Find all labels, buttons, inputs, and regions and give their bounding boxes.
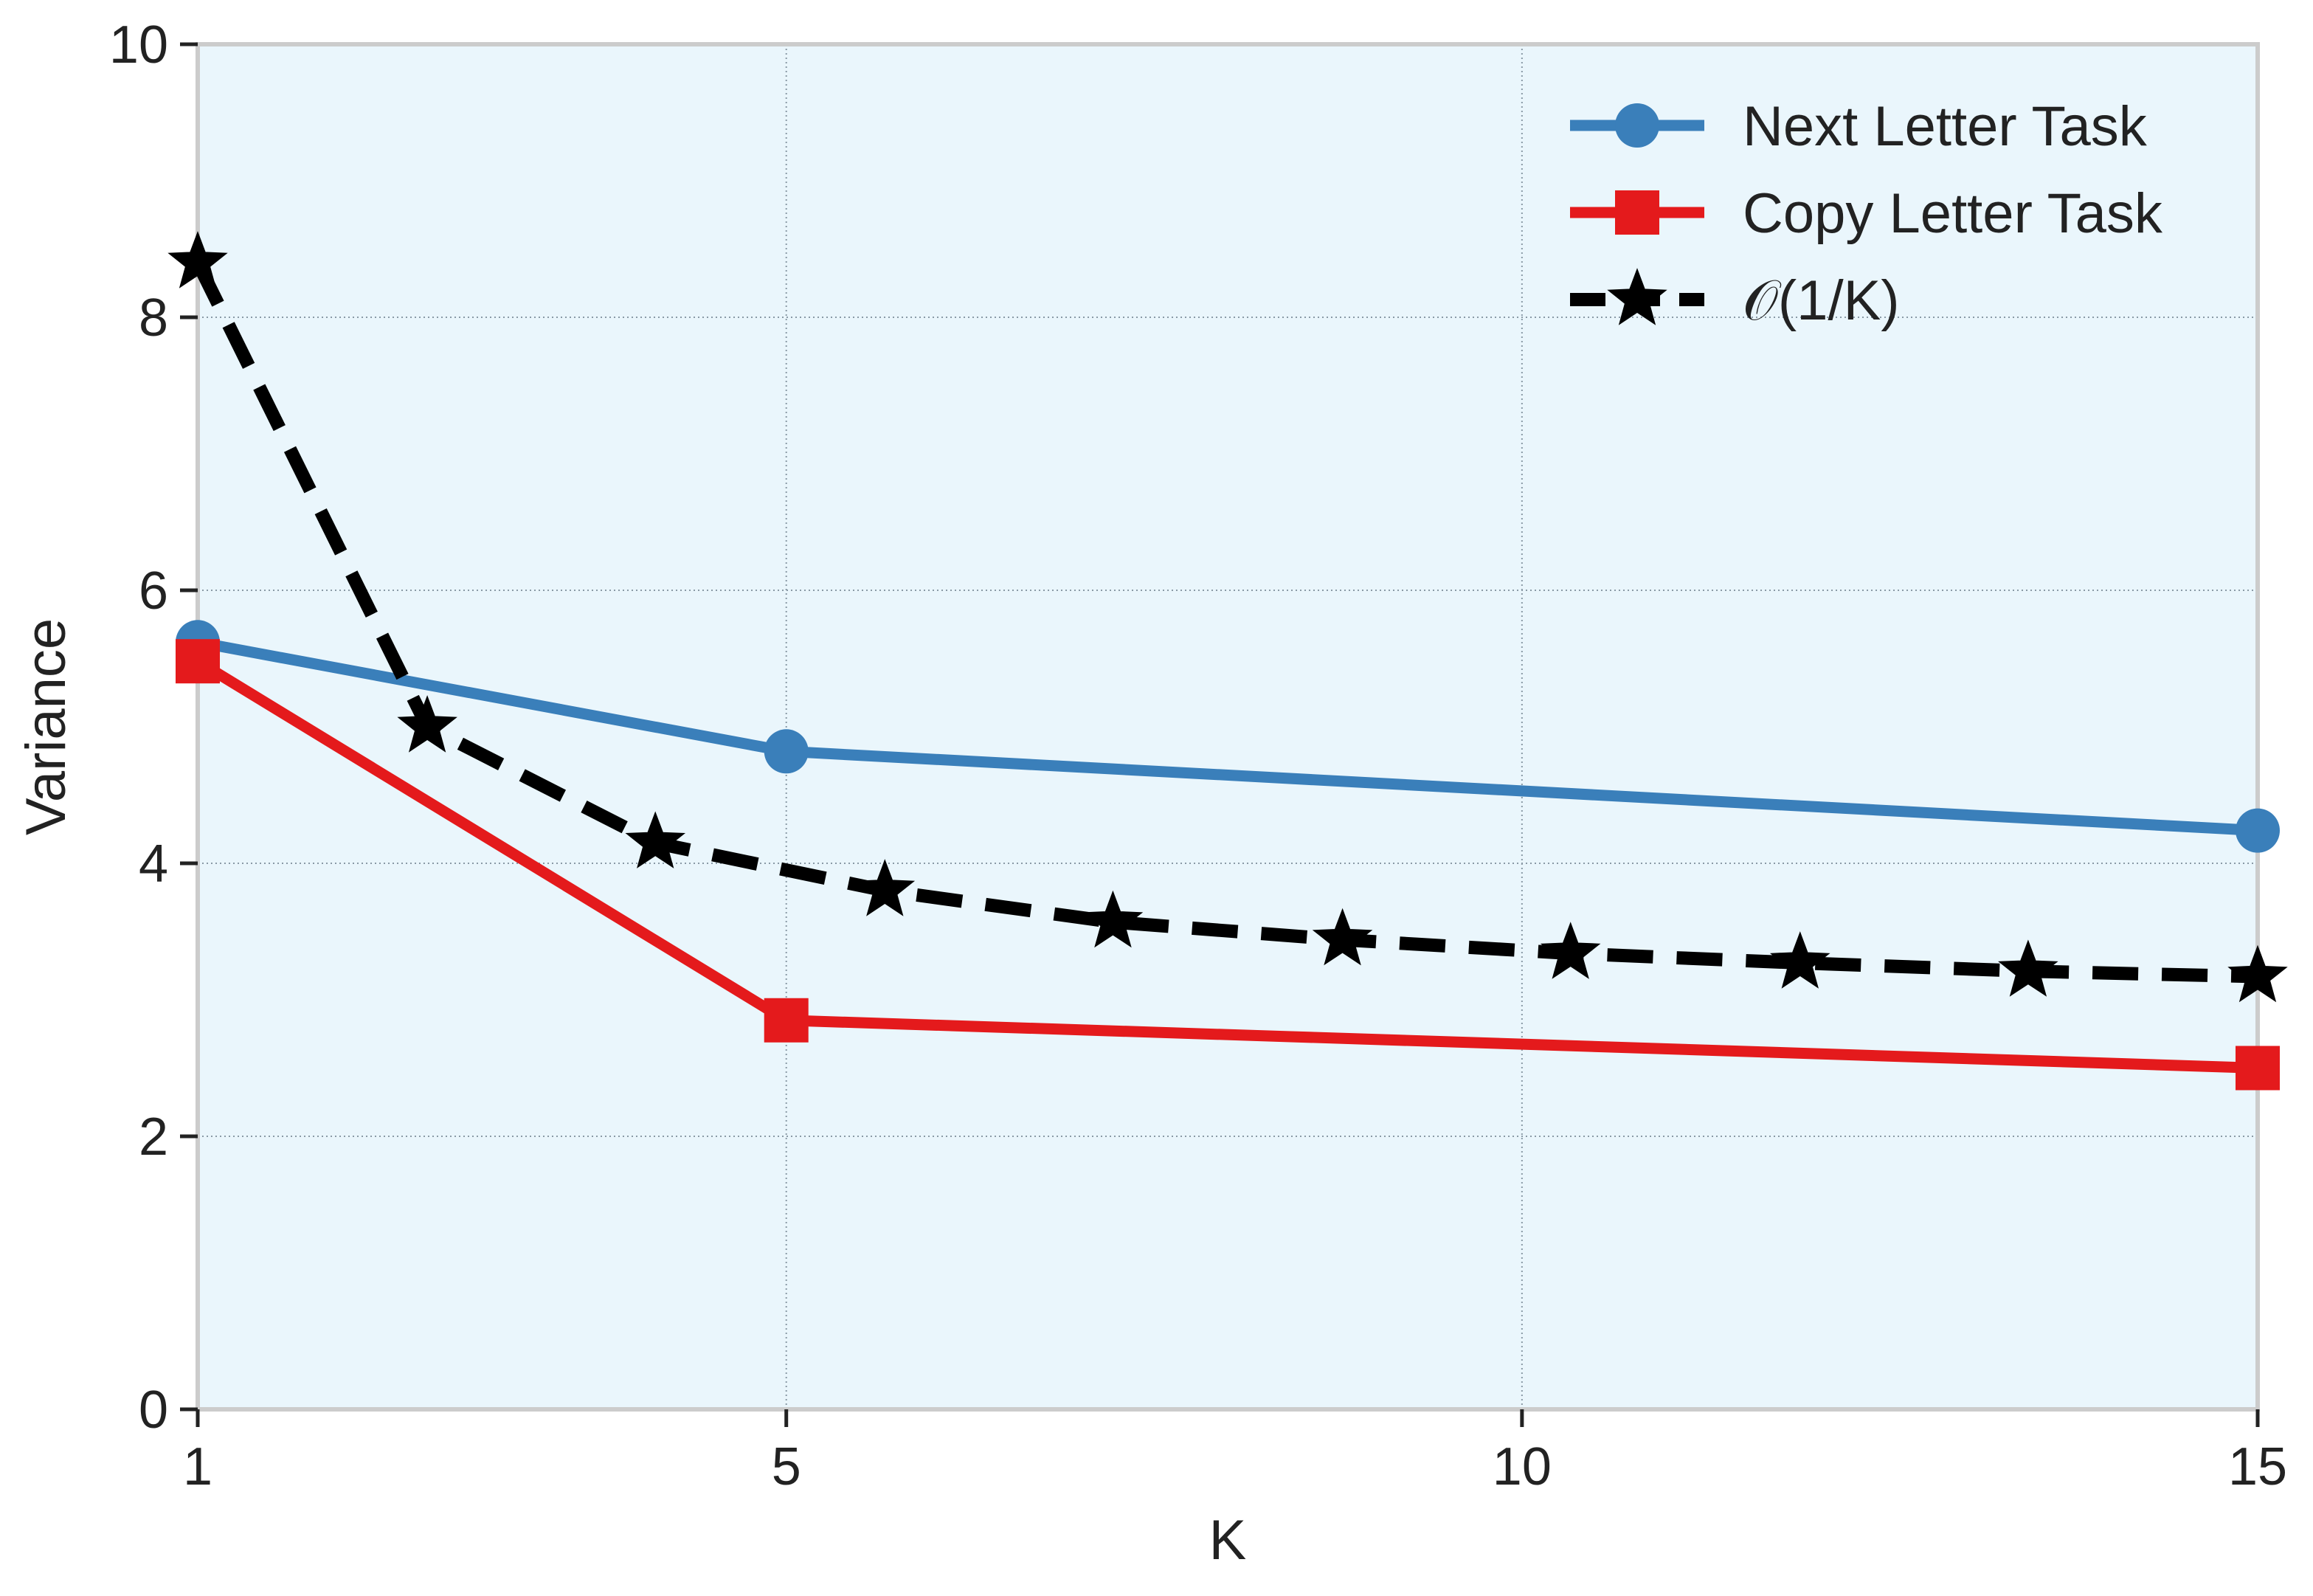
y-tick-label: 8: [139, 289, 168, 348]
y-tick-label: 2: [139, 1108, 168, 1167]
plot-area: [198, 44, 2258, 1409]
data-point: [176, 639, 220, 684]
x-tick-label: 10: [1493, 1437, 1552, 1496]
series-2: [176, 639, 2280, 1091]
x-tick-label: 15: [2228, 1437, 2287, 1496]
legend-label: 𝒪(1/K): [1743, 269, 1900, 332]
data-point: [167, 231, 228, 289]
legend-label: Next Letter Task: [1743, 95, 2148, 158]
y-tick-label: 4: [139, 835, 168, 894]
y-tick-label: 10: [109, 15, 168, 75]
data-point: [764, 998, 809, 1043]
series-line: [191, 260, 2258, 984]
legend-label: Copy Letter Task: [1743, 182, 2163, 245]
data-point: [1998, 939, 2058, 997]
data-point: [1769, 931, 1830, 989]
data-point: [2227, 944, 2288, 1003]
data-point: [1082, 890, 1144, 948]
series: [167, 231, 2288, 1091]
x-tick-label: 5: [772, 1437, 801, 1496]
y-tick-label: 0: [139, 1381, 168, 1440]
legend-marker: [1615, 103, 1659, 148]
legend-item: Next Letter Task: [1570, 95, 2148, 158]
data-point: [1312, 908, 1373, 966]
y-axis-label: Variance: [15, 618, 77, 835]
legend: Next Letter Task Copy Letter Task 𝒪(1/K): [1570, 95, 2163, 332]
data-point: [2236, 808, 2280, 853]
x-axis-label: K: [1209, 1509, 1247, 1572]
legend-marker: [1607, 268, 1667, 325]
data-point: [397, 695, 457, 753]
legend-item: 𝒪(1/K): [1570, 268, 1900, 332]
data-point: [625, 811, 686, 868]
x-tick-label: 1: [183, 1437, 212, 1496]
data-point: [854, 859, 916, 916]
y-tick-label: 6: [139, 562, 168, 621]
legend-item: Copy Letter Task: [1570, 182, 2163, 245]
data-point: [1540, 922, 1601, 979]
series-3: [167, 231, 2288, 1003]
data-point: [764, 729, 809, 774]
data-point: [2236, 1046, 2280, 1091]
plot-frame: [196, 42, 2260, 1412]
legend-marker: [1615, 190, 1659, 235]
